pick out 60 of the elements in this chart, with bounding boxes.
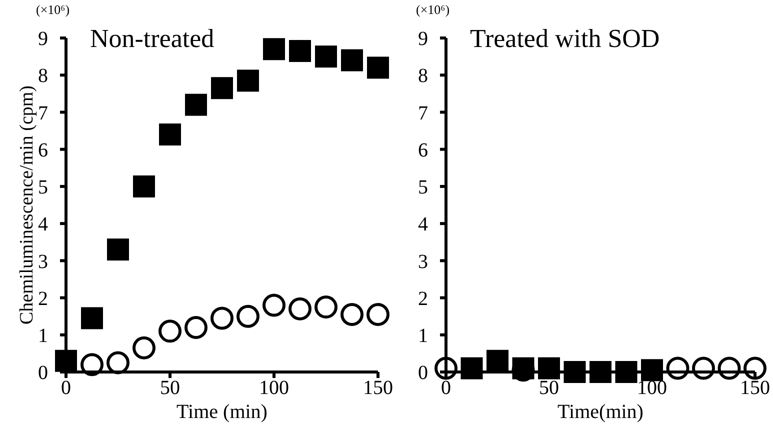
point	[107, 238, 129, 261]
y-tick-label: 8	[38, 65, 48, 88]
y-tick-label: 9	[38, 28, 48, 50]
point	[80, 353, 104, 376]
y-axis-title: Chemiluminescence/min (cpm)	[16, 85, 38, 325]
text: (×10⁶)	[416, 2, 450, 18]
point	[211, 77, 233, 100]
x-tick-label: 0	[441, 377, 451, 400]
point	[236, 304, 260, 328]
y-tick-label: 3	[38, 250, 48, 273]
x-tick-label: 0	[61, 377, 71, 400]
x-tick-label: 150	[363, 377, 393, 400]
point	[263, 38, 285, 60]
point	[184, 316, 208, 339]
y-tick-label: 2	[418, 288, 428, 310]
y-tick-label: 0	[418, 362, 428, 384]
point	[315, 46, 337, 68]
x-axis-title: Time (min)	[176, 401, 268, 423]
y-tick-label: 7	[418, 102, 428, 124]
point	[366, 302, 390, 326]
y-tick-label: 6	[418, 139, 428, 162]
point	[210, 306, 234, 330]
x-tick-label: 100	[637, 377, 667, 400]
y-tick-label: 6	[38, 139, 48, 162]
point	[133, 175, 155, 198]
point	[367, 56, 389, 79]
y-tick-label: 3	[418, 250, 428, 273]
y-tick-label: 1	[418, 324, 428, 347]
y-tick-label: 5	[38, 176, 48, 199]
y-tick-label: 8	[418, 65, 428, 88]
y-tick-label: 4	[418, 214, 428, 236]
y-tick-label: 0	[38, 362, 48, 384]
point	[262, 294, 286, 317]
point	[158, 320, 182, 343]
x-axis-title: Time(min)	[558, 401, 644, 423]
point	[106, 351, 130, 374]
point	[132, 336, 156, 360]
point	[55, 350, 77, 372]
point	[340, 302, 364, 326]
chart-title: Non-treated	[90, 24, 214, 54]
x-tick-label: 150	[740, 377, 770, 400]
point	[289, 40, 311, 62]
y-tick-label: 7	[38, 102, 48, 124]
y-tick-label: 9	[418, 28, 428, 50]
chart-title: Treated with SOD	[470, 24, 660, 54]
point	[185, 94, 207, 116]
y-tick-label: 5	[418, 176, 428, 199]
point	[81, 307, 103, 330]
point	[314, 296, 338, 319]
text: (×10⁶)	[36, 2, 70, 18]
point	[237, 70, 259, 92]
x-tick-label: 50	[160, 377, 180, 400]
y-tick-label: 1	[38, 324, 48, 347]
y-tick-label: 2	[38, 288, 48, 310]
y-tick-label: 4	[38, 214, 48, 236]
x-tick-label: 100	[259, 377, 289, 400]
point	[159, 123, 181, 146]
point	[288, 297, 312, 320]
point	[341, 49, 363, 72]
x-tick-label: 50	[539, 377, 559, 400]
